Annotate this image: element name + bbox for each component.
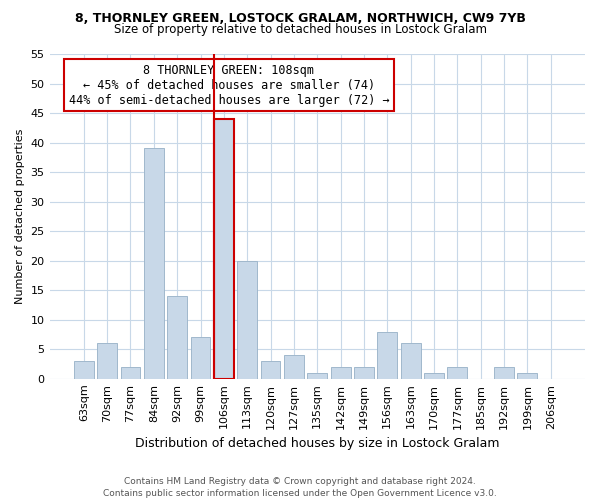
Bar — [307, 373, 327, 379]
Bar — [354, 367, 374, 379]
Bar — [167, 296, 187, 379]
Bar — [191, 338, 211, 379]
Bar — [97, 344, 117, 379]
Bar — [448, 367, 467, 379]
Bar — [377, 332, 397, 379]
X-axis label: Distribution of detached houses by size in Lostock Gralam: Distribution of detached houses by size … — [135, 437, 500, 450]
Y-axis label: Number of detached properties: Number of detached properties — [15, 128, 25, 304]
Bar — [331, 367, 350, 379]
Text: 8 THORNLEY GREEN: 108sqm
← 45% of detached houses are smaller (74)
44% of semi-d: 8 THORNLEY GREEN: 108sqm ← 45% of detach… — [68, 64, 389, 106]
Bar — [424, 373, 444, 379]
Bar — [494, 367, 514, 379]
Text: Contains HM Land Registry data © Crown copyright and database right 2024.
Contai: Contains HM Land Registry data © Crown c… — [103, 476, 497, 498]
Bar — [214, 119, 234, 379]
Bar — [121, 367, 140, 379]
Bar — [74, 361, 94, 379]
Bar — [260, 361, 280, 379]
Text: 8, THORNLEY GREEN, LOSTOCK GRALAM, NORTHWICH, CW9 7YB: 8, THORNLEY GREEN, LOSTOCK GRALAM, NORTH… — [74, 12, 526, 26]
Bar — [401, 344, 421, 379]
Bar — [517, 373, 538, 379]
Text: Size of property relative to detached houses in Lostock Gralam: Size of property relative to detached ho… — [113, 22, 487, 36]
Bar — [284, 355, 304, 379]
Bar — [144, 148, 164, 379]
Bar — [238, 260, 257, 379]
